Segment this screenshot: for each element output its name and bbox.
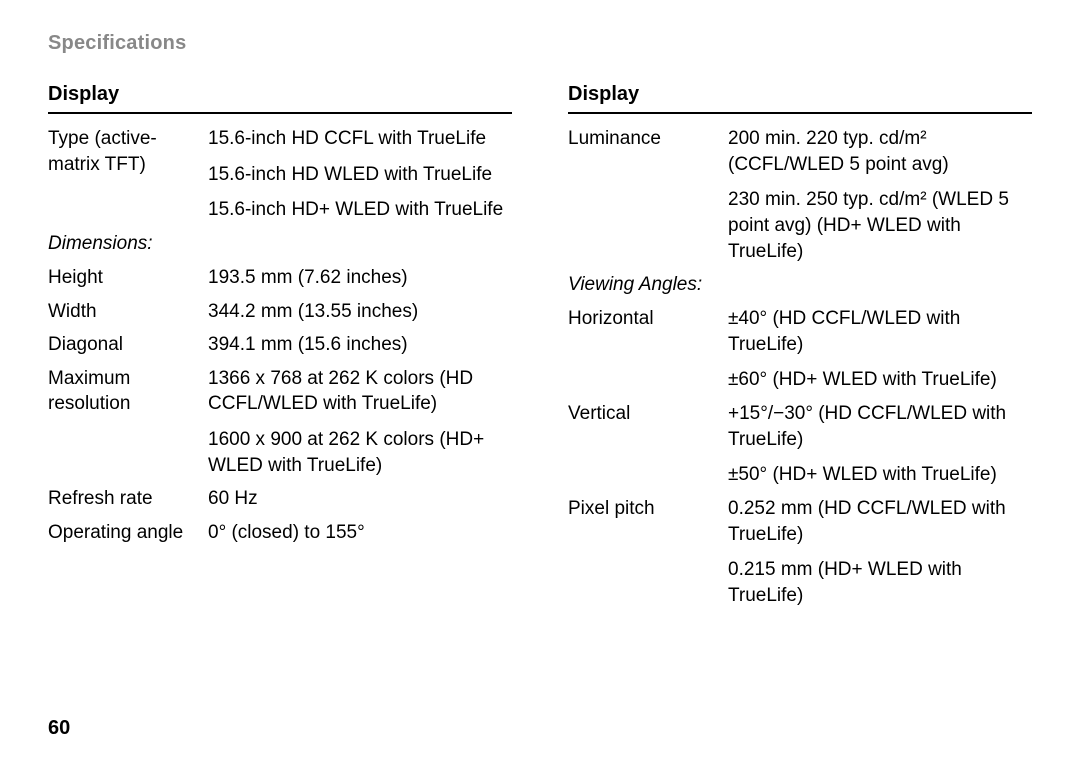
subheading-dimensions: Dimensions: [48, 233, 512, 255]
page-header: Specifications [48, 32, 1032, 55]
spec-values: 193.5 mm (7.62 inches) [208, 265, 512, 291]
spec-label: Operating angle [48, 520, 208, 546]
spec-values: ±40° (HD CCFL/WLED with TrueLife) ±60° (H… [728, 306, 1032, 393]
spec-value: 230 min. 250 typ. cd/m² (WLED 5 point av… [728, 187, 1032, 264]
spec-values: 60 Hz [208, 486, 512, 512]
spec-value: ±60° (HD+ WLED with TrueLife) [728, 367, 1032, 393]
spec-row: Vertical+15°/−30° (HD CCFL/WLED with Tru… [568, 401, 1032, 488]
spec-values: 1366 x 768 at 262 K colors (HD CCFL/WLED… [208, 366, 512, 479]
subheading-viewing-angles: Viewing Angles: [568, 274, 1032, 296]
spec-value: 0° (closed) to 155° [208, 520, 512, 546]
spec-value: 1366 x 768 at 262 K colors (HD CCFL/WLED… [208, 366, 512, 417]
spec-row: Horizontal±40° (HD CCFL/WLED with TrueLi… [568, 306, 1032, 393]
page-number: 60 [48, 717, 70, 740]
spec-label: Height [48, 265, 208, 291]
spec-value: 0.252 mm (HD CCFL/WLED with TrueLife) [728, 496, 1032, 547]
section-title-right: Display [568, 83, 1032, 114]
left-rows-2: Height193.5 mm (7.62 inches)Width344.2 m… [48, 265, 512, 546]
spec-label: Maximum resolution [48, 366, 208, 417]
spec-label: Diagonal [48, 332, 208, 358]
spec-value: 193.5 mm (7.62 inches) [208, 265, 512, 291]
spec-values: 394.1 mm (15.6 inches) [208, 332, 512, 358]
spec-row: Maximum resolution1366 x 768 at 262 K co… [48, 366, 512, 479]
spec-value: 15.6-inch HD+ WLED with TrueLife [208, 197, 512, 223]
right-column: Display Luminance200 min. 220 typ. cd/m²… [568, 83, 1032, 617]
spec-value: 394.1 mm (15.6 inches) [208, 332, 512, 358]
spec-row: Pixel pitch0.252 mm (HD CCFL/WLED with T… [568, 496, 1032, 609]
spec-values: 0° (closed) to 155° [208, 520, 512, 546]
spec-row: Type (active-matrix TFT)15.6-inch HD CCF… [48, 126, 512, 223]
left-column: Display Type (active-matrix TFT)15.6-inc… [48, 83, 512, 617]
section-title-left: Display [48, 83, 512, 114]
spec-row: Refresh rate60 Hz [48, 486, 512, 512]
right-rows-1: Luminance200 min. 220 typ. cd/m² (CCFL/W… [568, 126, 1032, 264]
spec-values: 0.252 mm (HD CCFL/WLED with TrueLife) 0.2… [728, 496, 1032, 609]
spec-values: 200 min. 220 typ. cd/m² (CCFL/WLED 5 poi… [728, 126, 1032, 264]
spec-row: Width344.2 mm (13.55 inches) [48, 299, 512, 325]
spec-row: Diagonal394.1 mm (15.6 inches) [48, 332, 512, 358]
spec-label: Horizontal [568, 306, 728, 332]
spec-row: Luminance200 min. 220 typ. cd/m² (CCFL/W… [568, 126, 1032, 264]
spec-row: Operating angle0° (closed) to 155° [48, 520, 512, 546]
spec-value: 0.215 mm (HD+ WLED with TrueLife) [728, 557, 1032, 608]
spec-columns: Display Type (active-matrix TFT)15.6-inc… [48, 83, 1032, 617]
spec-value: ±40° (HD CCFL/WLED with TrueLife) [728, 306, 1032, 357]
spec-label: Refresh rate [48, 486, 208, 512]
spec-value: 344.2 mm (13.55 inches) [208, 299, 512, 325]
spec-value: 60 Hz [208, 486, 512, 512]
spec-value: 200 min. 220 typ. cd/m² (CCFL/WLED 5 poi… [728, 126, 1032, 177]
spec-label: Luminance [568, 126, 728, 152]
spec-label: Type (active-matrix TFT) [48, 126, 208, 177]
spec-values: +15°/−30° (HD CCFL/WLED with TrueLife) ±5… [728, 401, 1032, 488]
spec-label: Pixel pitch [568, 496, 728, 522]
spec-label: Vertical [568, 401, 728, 427]
spec-value: 15.6-inch HD CCFL with TrueLife [208, 126, 512, 152]
spec-value: 1600 x 900 at 262 K colors (HD+ WLED wit… [208, 427, 512, 478]
spec-value: +15°/−30° (HD CCFL/WLED with TrueLife) [728, 401, 1032, 452]
spec-value: 15.6-inch HD WLED with TrueLife [208, 162, 512, 188]
spec-row: Height193.5 mm (7.62 inches) [48, 265, 512, 291]
spec-values: 344.2 mm (13.55 inches) [208, 299, 512, 325]
spec-values: 15.6-inch HD CCFL with TrueLife 15.6-inch… [208, 126, 512, 223]
right-rows-2: Horizontal±40° (HD CCFL/WLED with TrueLi… [568, 306, 1032, 608]
left-rows-1: Type (active-matrix TFT)15.6-inch HD CCF… [48, 126, 512, 223]
spec-label: Width [48, 299, 208, 325]
spec-value: ±50° (HD+ WLED with TrueLife) [728, 462, 1032, 488]
